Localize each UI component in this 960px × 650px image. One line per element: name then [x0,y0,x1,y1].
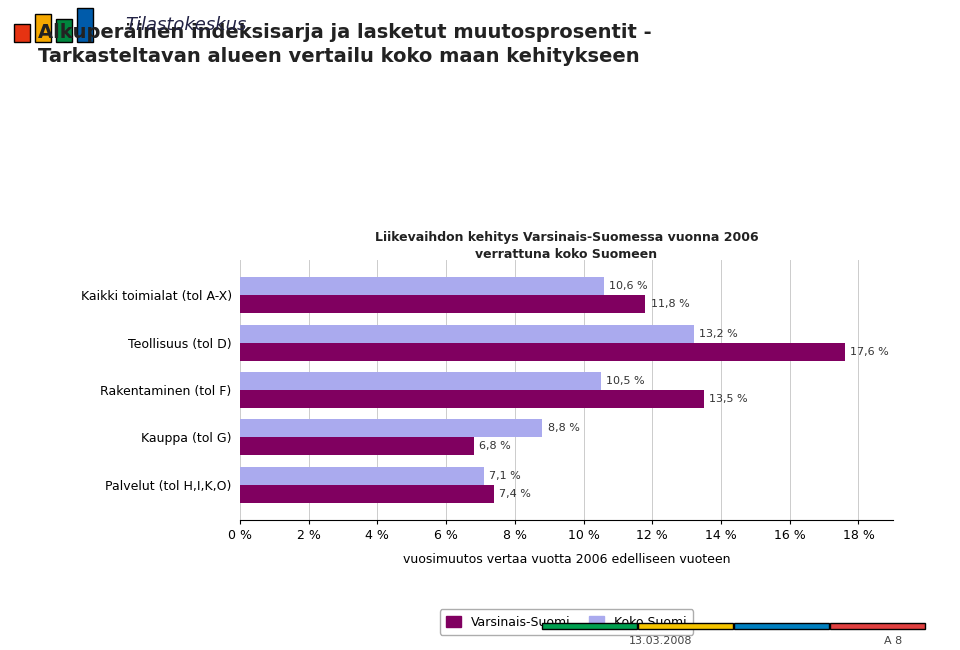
Text: 8,8 %: 8,8 % [547,423,580,434]
Text: 13,2 %: 13,2 % [699,329,737,339]
Text: Tilastokeskus: Tilastokeskus [125,16,246,34]
Legend: Varsinais-Suomi, Koko Suomi: Varsinais-Suomi, Koko Suomi [440,610,693,635]
Bar [240,372,601,390]
Bar [240,343,845,361]
Bar [240,467,484,484]
Text: Liikevaihdon kehitys Varsinais-Suomessa vuonna 2006
verrattuna koko Suomeen: Liikevaihdon kehitys Varsinais-Suomessa … [374,231,758,261]
Text: 17,6 %: 17,6 % [850,346,889,357]
Bar [240,437,473,455]
Bar [240,296,645,313]
X-axis label: vuosimuutos vertaa vuotta 2006 edelliseen vuoteen: vuosimuutos vertaa vuotta 2006 edellisee… [402,553,731,566]
Bar [240,419,542,437]
Text: Alkuperäinen indeksisarja ja lasketut muutosprosentit -
Tarkasteltavan alueen ve: Alkuperäinen indeksisarja ja lasketut mu… [38,23,652,66]
Bar [240,484,494,502]
Text: 13,5 %: 13,5 % [709,394,748,404]
Text: 6,8 %: 6,8 % [479,441,511,451]
Bar [240,390,704,408]
Text: 11,8 %: 11,8 % [651,300,689,309]
Bar [240,278,604,296]
Text: 7,1 %: 7,1 % [489,471,521,480]
Text: 13.03.2008: 13.03.2008 [629,636,692,645]
Text: 10,6 %: 10,6 % [610,281,648,291]
Text: 10,5 %: 10,5 % [606,376,644,386]
Text: A 8: A 8 [884,636,902,645]
Text: 7,4 %: 7,4 % [499,489,531,499]
Bar [240,325,693,343]
